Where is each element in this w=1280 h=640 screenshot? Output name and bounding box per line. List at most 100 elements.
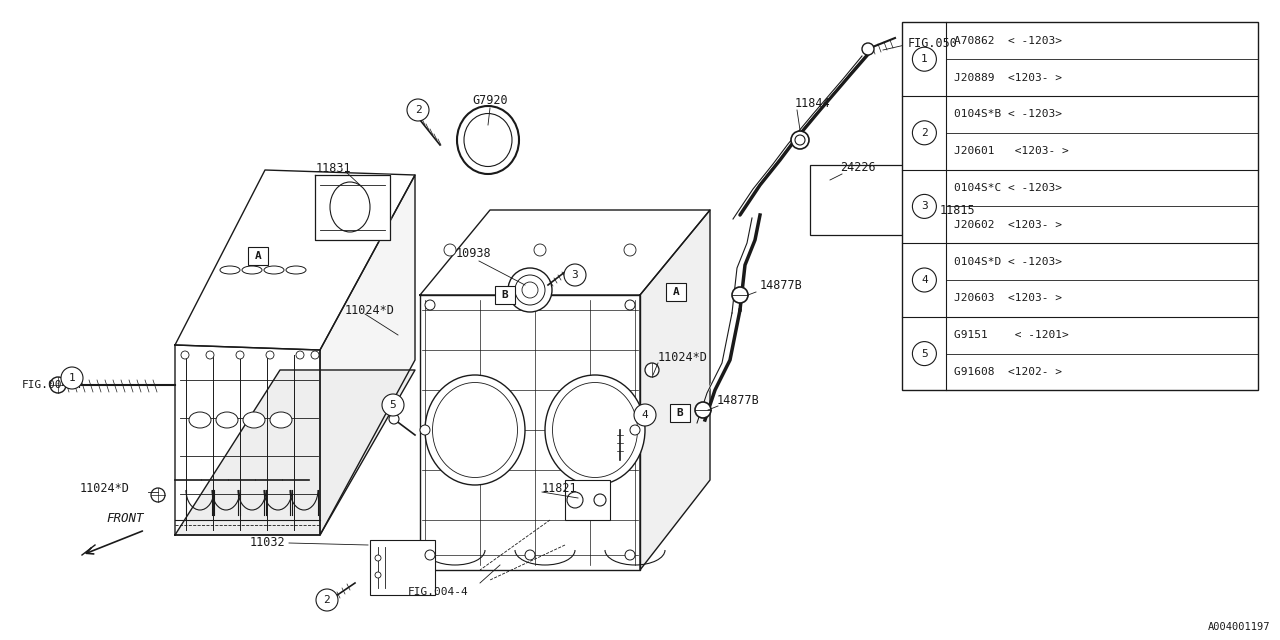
- Text: J20603  <1203- >: J20603 <1203- >: [955, 293, 1062, 303]
- Circle shape: [564, 264, 586, 286]
- Text: G91608  <1202- >: G91608 <1202- >: [955, 367, 1062, 377]
- Circle shape: [795, 135, 805, 145]
- Circle shape: [50, 377, 67, 393]
- Text: 5: 5: [922, 349, 928, 358]
- Ellipse shape: [465, 113, 512, 166]
- Polygon shape: [320, 175, 415, 535]
- Text: B: B: [677, 408, 684, 418]
- Text: 11815: 11815: [940, 204, 975, 216]
- Bar: [564, 480, 611, 520]
- Ellipse shape: [425, 375, 525, 485]
- Text: J20889  <1203- >: J20889 <1203- >: [955, 72, 1062, 83]
- Text: 0104S*C < -1203>: 0104S*C < -1203>: [955, 183, 1062, 193]
- Polygon shape: [420, 210, 710, 295]
- Text: G9151    < -1201>: G9151 < -1201>: [955, 330, 1069, 340]
- Text: A004001197: A004001197: [1207, 622, 1270, 632]
- Circle shape: [425, 550, 435, 560]
- Text: 0104S*B < -1203>: 0104S*B < -1203>: [955, 109, 1062, 120]
- Circle shape: [375, 572, 381, 578]
- Text: 3: 3: [572, 270, 579, 280]
- Bar: [902, 22, 1258, 390]
- Circle shape: [444, 244, 456, 256]
- Circle shape: [180, 351, 189, 359]
- Circle shape: [695, 402, 710, 418]
- Circle shape: [61, 367, 83, 389]
- Ellipse shape: [243, 412, 265, 428]
- Ellipse shape: [189, 412, 211, 428]
- Text: 4: 4: [641, 410, 649, 420]
- Ellipse shape: [457, 106, 518, 174]
- Circle shape: [425, 300, 435, 310]
- Bar: [810, 165, 925, 235]
- Circle shape: [645, 363, 659, 377]
- Text: 11844: 11844: [795, 97, 831, 109]
- Circle shape: [625, 300, 635, 310]
- Text: 2: 2: [324, 595, 330, 605]
- Circle shape: [296, 351, 305, 359]
- Circle shape: [913, 268, 937, 292]
- Circle shape: [389, 414, 399, 424]
- Text: 0104S*D < -1203>: 0104S*D < -1203>: [955, 257, 1062, 267]
- Text: FIG.004-4: FIG.004-4: [22, 380, 83, 390]
- Polygon shape: [420, 295, 640, 570]
- Bar: [370, 540, 435, 595]
- Text: 10938: 10938: [456, 246, 492, 259]
- Text: FRONT: FRONT: [106, 511, 143, 525]
- Circle shape: [206, 351, 214, 359]
- Bar: [248, 247, 268, 265]
- Circle shape: [266, 351, 274, 359]
- Polygon shape: [640, 210, 710, 570]
- Polygon shape: [175, 370, 415, 535]
- Circle shape: [732, 287, 748, 303]
- Circle shape: [325, 597, 335, 607]
- Circle shape: [522, 282, 538, 298]
- Text: J20602  <1203- >: J20602 <1203- >: [955, 220, 1062, 230]
- Circle shape: [567, 492, 582, 508]
- Text: 1: 1: [69, 373, 76, 383]
- Circle shape: [236, 351, 244, 359]
- Circle shape: [913, 47, 937, 71]
- Circle shape: [525, 550, 535, 560]
- Bar: [495, 286, 515, 304]
- Text: 11024*D: 11024*D: [658, 351, 708, 364]
- Ellipse shape: [553, 383, 637, 477]
- Text: 11821: 11821: [541, 481, 577, 495]
- Circle shape: [634, 404, 657, 426]
- Ellipse shape: [264, 266, 284, 274]
- Text: 11024*D: 11024*D: [79, 481, 129, 495]
- Circle shape: [381, 394, 404, 416]
- Text: 2: 2: [415, 105, 421, 115]
- Circle shape: [311, 351, 319, 359]
- Circle shape: [515, 275, 545, 305]
- Text: 11024*D: 11024*D: [346, 303, 394, 317]
- Bar: [669, 404, 690, 422]
- Text: 2: 2: [922, 128, 928, 138]
- Ellipse shape: [285, 266, 306, 274]
- Text: FIG.004-4: FIG.004-4: [407, 587, 468, 597]
- Ellipse shape: [433, 383, 517, 477]
- Circle shape: [508, 268, 552, 312]
- Circle shape: [625, 244, 636, 256]
- Text: J20601   <1203- >: J20601 <1203- >: [955, 146, 1069, 156]
- Ellipse shape: [270, 412, 292, 428]
- Text: G7920: G7920: [472, 93, 508, 106]
- Text: B: B: [502, 290, 508, 300]
- Circle shape: [420, 425, 430, 435]
- Circle shape: [375, 555, 381, 561]
- Text: A: A: [672, 287, 680, 297]
- Text: 11831: 11831: [316, 161, 352, 175]
- Circle shape: [630, 425, 640, 435]
- Text: A70862  < -1203>: A70862 < -1203>: [955, 36, 1062, 46]
- Circle shape: [625, 550, 635, 560]
- Bar: [666, 283, 686, 301]
- Text: 24226: 24226: [840, 161, 876, 173]
- Text: 3: 3: [922, 202, 928, 211]
- Circle shape: [151, 488, 165, 502]
- Ellipse shape: [545, 375, 645, 485]
- Circle shape: [534, 244, 547, 256]
- Circle shape: [316, 589, 338, 611]
- Circle shape: [913, 121, 937, 145]
- Ellipse shape: [242, 266, 262, 274]
- Text: 5: 5: [389, 400, 397, 410]
- Polygon shape: [175, 345, 320, 535]
